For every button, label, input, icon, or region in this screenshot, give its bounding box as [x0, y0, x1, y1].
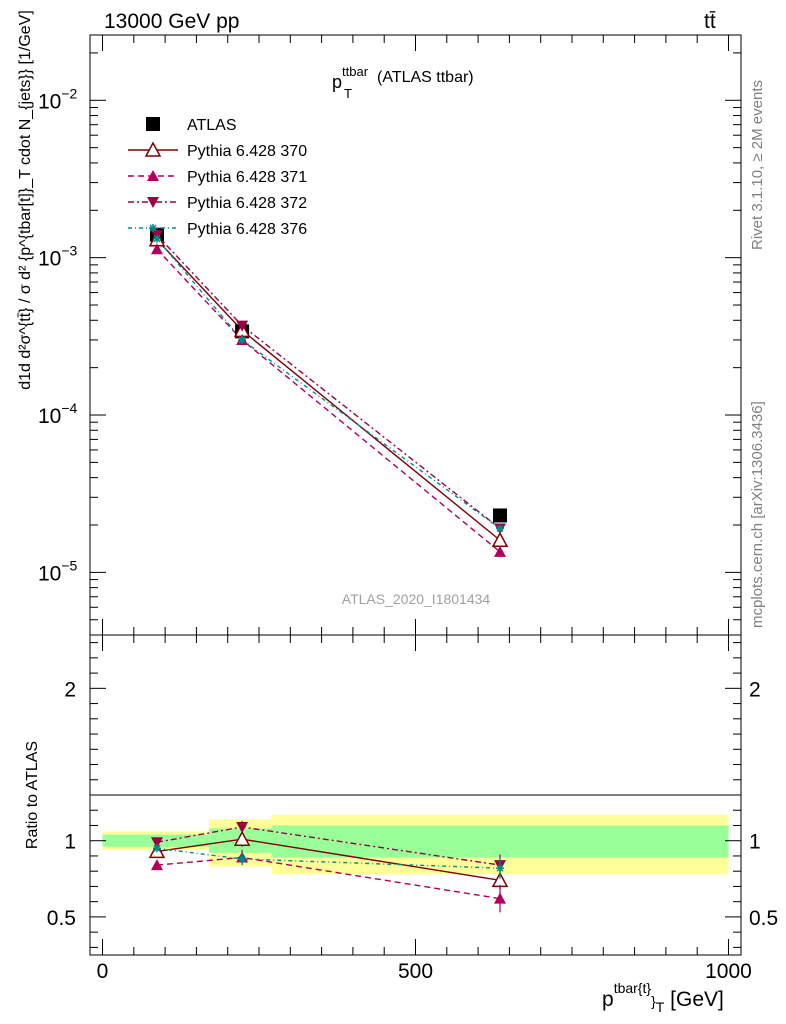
x-axis-label-main: p	[602, 988, 614, 1011]
legend-entry-label: ATLAS	[187, 117, 237, 134]
ratio-point-pythia-371	[150, 859, 163, 871]
rivet-label: Rivet 3.1.10, ≥ 2M events	[749, 80, 766, 250]
ratio-point-pythia-376	[238, 855, 247, 863]
ratio-point-pythia-372	[150, 837, 163, 849]
legend-entry-label: Pythia 6.428 371	[187, 169, 307, 186]
x-tick-label: 500	[398, 960, 433, 983]
plot-title-sub: T	[344, 86, 352, 101]
main-point-pythia-371	[150, 243, 163, 255]
ratio-point-pythia-370	[233, 830, 251, 846]
main-y-tick-label: 10−4	[38, 400, 78, 428]
ratio-bands	[102, 814, 729, 875]
ratio-point-pythia-376	[152, 844, 161, 853]
main-point-pythia-376-d2	[496, 524, 504, 533]
main-y-tick-label-exp: −2	[61, 85, 77, 101]
main-y-tick-label-exp: −3	[61, 243, 77, 259]
ratio-point-pythia-376-d2	[153, 844, 161, 852]
ratio-point-pythia-376-d2	[496, 864, 504, 872]
mcplots-label: mcplots.cern.ch [arXiv:1306.3436]	[749, 401, 766, 628]
legend-entry-label: Pythia 6.428 376	[187, 221, 307, 238]
y-axis-label-top: d1d d²σ^{tt̄} / σ d² {p^{tbar[t]}_T cdot…	[17, 10, 34, 390]
main-point-pythia-376	[152, 234, 161, 243]
main-point-pythia-372	[236, 320, 249, 332]
legend-entry-label: Pythia 6.428 370	[187, 143, 307, 160]
main-ticks	[90, 35, 741, 636]
x-tick-label: 1000	[705, 960, 752, 983]
ratio-panel: 0.5 0.5 1 1 2 2 0 500 1000 Ratio to ATLAS ptbar…	[24, 634, 778, 1015]
legend-marker	[147, 197, 159, 208]
x-axis-label-subsub: T	[656, 999, 665, 1015]
x-axis-label-sup: tbar{t}	[614, 980, 652, 996]
energy-label: 13000 GeV pp	[104, 10, 239, 33]
main-point-pythia-376-d2	[238, 336, 246, 344]
main-y-tick-labels: 10−210−310−410−5	[38, 85, 78, 585]
main-y-tick-label: 10−5	[38, 557, 78, 585]
main-series-line	[156, 238, 501, 530]
main-y-tick-label-exp: −5	[61, 557, 77, 573]
ratio-y-tick-label: 0.5	[47, 907, 76, 930]
main-point-pythia-376	[238, 335, 247, 344]
ratio-point-pythia-376	[496, 864, 505, 873]
main-point-pythia-376	[496, 524, 505, 533]
x-tick-label: 0	[97, 960, 109, 983]
x-axis-label-sub: }	[651, 993, 656, 1009]
main-point-pythia-376-d2	[153, 235, 161, 243]
ratio-y-tick-label: 2	[64, 678, 76, 701]
main-y-tick-label-base: 10	[38, 248, 61, 271]
y-axis-label-bottom: Ratio to ATLAS	[24, 741, 41, 849]
plot-title: pttbar	[332, 64, 369, 92]
main-point-atlas	[493, 508, 508, 523]
main-y-tick-label-exp: −4	[61, 400, 77, 416]
ratio-point-pythia-371	[494, 892, 507, 904]
main-y-tick-label: 10−2	[38, 85, 78, 113]
main-panel: 10−210−310−410−5 pttbar T (ATLAS ttbar) …	[17, 10, 742, 636]
analysis-label: ATLAS_2020_I1801434	[342, 591, 491, 607]
x-axis-label-unit: [GeV]	[664, 988, 724, 1011]
ratio-point-pythia-376-d2	[238, 855, 246, 863]
plot-title-suffix: (ATLAS ttbar)	[377, 69, 474, 86]
legend-marker	[144, 141, 162, 157]
main-series-line	[156, 234, 501, 530]
main-series-lines	[156, 234, 501, 553]
ratio-y-tick-label-right: 0.5	[749, 907, 778, 930]
main-series-markers	[148, 227, 509, 557]
main-y-tick-label-base: 10	[38, 405, 61, 428]
plot-title-sup: ttbar	[342, 64, 369, 79]
ratio-point-pythia-372	[236, 822, 249, 833]
legend-entry-label: Pythia 6.428 372	[187, 195, 307, 212]
legend-marker-d2	[149, 224, 157, 232]
ratio-y-tick-label: 1	[64, 831, 76, 854]
main-y-tick-label-base: 10	[38, 90, 61, 113]
ratio-ticks	[90, 635, 741, 955]
ratio-series-markers	[148, 820, 509, 913]
x-axis-label: ptbar{t}}T [GeV]	[602, 980, 724, 1015]
legend-marker	[146, 117, 160, 131]
ratio-y-tick-label-right: 1	[749, 831, 761, 854]
legend-marker	[147, 170, 159, 181]
x-tick-labels: 0 500 1000	[97, 960, 752, 983]
legend: ATLAS Pythia 6.428 370 Pythia 6.428 371 Pyt…	[128, 117, 307, 238]
process-label: tt̄	[704, 10, 716, 33]
main-point-pythia-371	[494, 545, 507, 557]
main-series-line	[156, 239, 501, 541]
ratio-y-tick-label-right: 2	[749, 678, 761, 701]
plot-title-main: p	[332, 72, 342, 92]
main-point-pythia-370	[491, 531, 509, 548]
main-y-tick-label: 10−3	[38, 243, 78, 271]
ratio-y-tick-labels: 0.5 0.5 1 1 2 2	[47, 678, 778, 930]
main-y-tick-label-base: 10	[38, 562, 61, 585]
ratio-band-inner	[271, 825, 729, 858]
legend-marker	[149, 224, 157, 232]
